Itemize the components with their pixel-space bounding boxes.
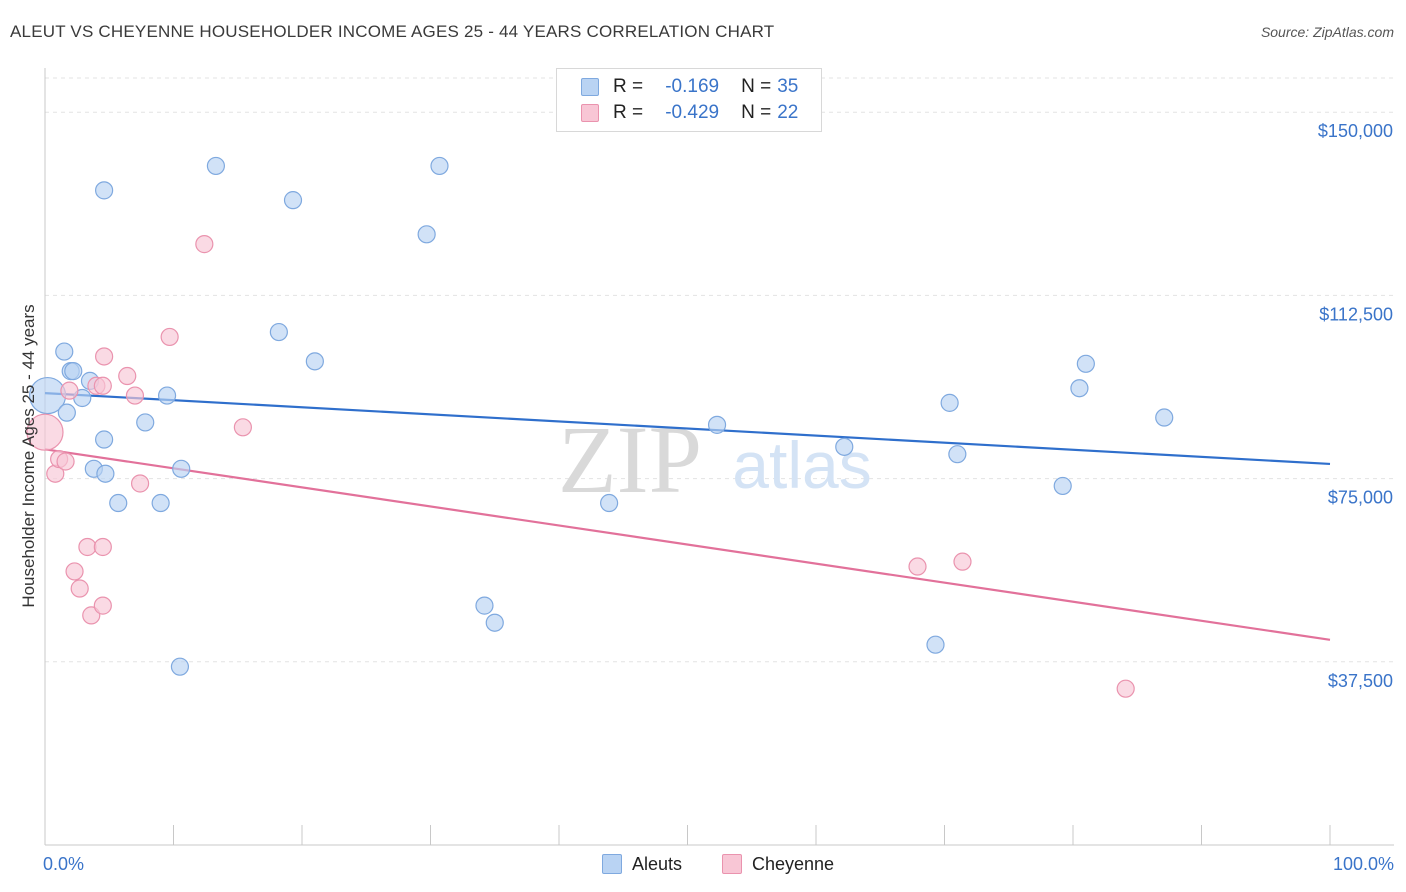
aleut-point [1053,476,1072,496]
aleut-point [157,386,177,405]
cheyenne-point [118,366,137,386]
cheyenne-point [82,606,101,625]
cheyenne-point [78,537,97,557]
source-label: Source: ZipAtlas.com [1260,24,1394,40]
cheyenne-point [160,327,179,347]
cheyenne-point [26,413,64,451]
y-tick-label: $37,500 [1328,671,1393,691]
cheyenne-point [95,347,114,366]
bottom-legend-aleuts: Aleuts [602,852,682,876]
y-axis-label: Householder Income Ages 25 - 44 years [19,304,38,607]
cheyenne-point [953,552,972,571]
cheyenne-point [65,562,84,581]
cheyenne-swatch [581,104,599,122]
bottom-legend-cheyenne: Cheyenne [722,852,834,876]
aleut-point [95,181,114,200]
aleut-point [151,493,170,513]
aleut-point [269,322,288,342]
correlation-legend: R = -0.169 N = 35 R = -0.429 N = 22 [556,68,822,132]
aleut-point [485,613,504,632]
aleut-point [283,191,303,210]
aleut-point [95,430,114,449]
aleuts-swatch [581,78,599,96]
cheyenne-trend-line [44,448,1331,641]
n-label: N = [741,76,772,97]
aleut-point [96,464,115,483]
cheyenne-point [93,376,112,395]
aleut-point [475,596,494,615]
aleut-point [430,156,449,176]
axes [44,68,1394,846]
aleut-point [835,437,854,456]
y-tick-label: $150,000 [1318,121,1393,141]
cheyenne-n-value: 22 [777,102,799,123]
aleuts-legend-swatch [602,854,622,874]
cheyenne-point [233,418,252,437]
aleut-point [206,156,226,176]
aleut-point [1070,379,1089,398]
cheyenne-point [130,474,150,493]
cheyenne-point [93,596,112,615]
trend-lines [44,392,1331,641]
aleut-point [55,342,74,361]
grid-lines [45,77,1394,663]
cheyenne-legend-label: Cheyenne [752,853,835,874]
cheyenne-point [56,452,75,471]
aleut-point [1076,354,1095,373]
aleut-point [1155,408,1174,427]
aleuts-n-value: 35 [777,76,799,97]
y-tick-label: $75,000 [1328,488,1393,508]
cheyenne-point [70,579,89,598]
cheyenne-point [195,235,214,254]
aleuts-r-value: -0.169 [665,76,720,97]
aleut-point [417,225,436,244]
y-tick-label: $112,500 [1319,304,1393,324]
legend-row-cheyenne: R = -0.429 N = 22 [581,101,798,125]
cheyenne-point [908,557,927,576]
aleut-point [940,393,959,412]
cheyenne-r-value: -0.429 [665,102,720,123]
cheyenne-point [1116,679,1135,698]
tick-labels: $37,500 $75,000 $112,500 $150,000 0.0% 100.0% [43,121,1394,874]
aleut-point [926,635,945,654]
aleut-point [600,493,619,513]
data-points [26,156,1174,698]
aleut-point [707,415,727,434]
x-tick-label-min: 0.0% [43,854,84,874]
cheyenne-point [125,386,145,405]
n-label: N = [741,102,772,123]
aleut-point [136,413,155,432]
watermark-atlas: atlas [732,428,871,502]
r-label: R = [613,76,644,97]
chart-title: ALEUT VS CHEYENNE HOUSEHOLDER INCOME AGE… [10,22,775,41]
x-tick-label-max: 100.0% [1333,854,1394,874]
cheyenne-legend-swatch [722,854,742,874]
aleut-point [57,403,76,422]
aleut-point [948,445,967,464]
watermark-zip: ZIP [558,406,702,513]
r-label: R = [613,102,644,123]
aleut-point [305,352,324,371]
cheyenne-point [93,537,112,557]
aleut-point [170,657,190,676]
aleuts-legend-label: Aleuts [632,853,683,874]
aleut-point [64,362,83,381]
cheyenne-point [60,381,79,400]
aleut-point [172,459,191,478]
aleut-point [109,493,128,513]
aleut-trend-line [44,392,1331,466]
legend-row-aleuts: R = -0.169 N = 35 [581,75,798,99]
